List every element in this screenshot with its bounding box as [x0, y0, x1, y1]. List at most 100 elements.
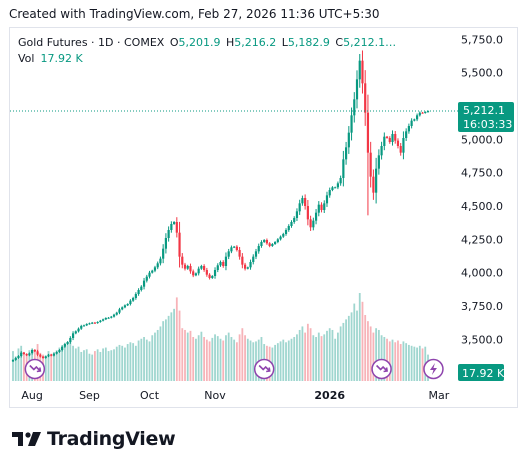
candle: [39, 353, 42, 358]
candle: [279, 235, 282, 241]
candle: [396, 138, 400, 149]
candle-body: [276, 239, 279, 242]
candle-body: [246, 267, 249, 269]
arrow-right-icon[interactable]: [253, 358, 275, 380]
candle-body: [372, 176, 375, 193]
volume-bar: [83, 350, 85, 381]
candle-body: [66, 342, 69, 344]
candle-body: [181, 256, 184, 265]
candle: [101, 318, 105, 322]
volume-bar: [298, 329, 301, 381]
volume-bar: [186, 332, 189, 381]
volume-bar: [118, 344, 121, 381]
candle-body: [369, 152, 372, 177]
candle-body: [148, 272, 151, 277]
candle: [205, 267, 208, 277]
candle: [17, 355, 20, 359]
volume-bar: [145, 339, 148, 381]
volume-bar: [331, 329, 334, 381]
volume-bar: [241, 328, 244, 381]
y-tick-label: 5,750.0: [461, 33, 503, 46]
candle-body: [162, 248, 165, 259]
candle: [405, 128, 408, 141]
candle-body: [74, 331, 77, 334]
volume-bar: [356, 310, 358, 381]
candle: [421, 111, 424, 114]
candle: [58, 349, 61, 353]
candle: [129, 299, 132, 306]
volume-bar: [399, 344, 402, 381]
candle-body: [388, 138, 391, 142]
candle: [263, 239, 266, 243]
volume-bar: [386, 338, 388, 381]
candle-body: [80, 326, 83, 329]
candle: [353, 92, 356, 123]
arrow-right-icon[interactable]: [371, 358, 392, 380]
candle-body: [424, 112, 427, 113]
y-tick-label: 5,000.0: [461, 133, 503, 146]
tradingview-logo[interactable]: TradingView: [11, 428, 176, 450]
candle: [175, 217, 178, 238]
candle: [20, 351, 23, 358]
candle-body: [197, 268, 200, 274]
bar-countdown: 16:03:33: [463, 118, 512, 131]
candle: [91, 321, 94, 325]
volume-bar: [91, 354, 94, 381]
candle: [399, 143, 402, 156]
volume-bar: [375, 328, 378, 381]
candle: [284, 228, 288, 236]
lightning-icon[interactable]: [423, 358, 444, 380]
candle: [80, 324, 83, 330]
arrow-right-icon[interactable]: [24, 358, 46, 380]
candle: [372, 169, 375, 200]
candle: [25, 353, 28, 357]
candle: [224, 252, 228, 271]
candle-body: [405, 131, 408, 138]
candle-body: [137, 290, 140, 294]
candle-body: [224, 256, 228, 266]
candle-body: [104, 318, 107, 320]
candle-body: [377, 155, 380, 169]
candle-body: [274, 242, 277, 244]
volume-bar: [20, 345, 23, 381]
symbol-title[interactable]: Gold Futures · 1D · COMEX: [18, 36, 165, 49]
volume-bar: [230, 337, 233, 381]
candle: [375, 157, 378, 204]
candle: [325, 191, 329, 207]
volume-bar: [211, 337, 214, 381]
volume-bar: [184, 329, 186, 381]
x-tick-label: Oct: [140, 389, 160, 402]
candle: [309, 215, 312, 231]
last-price-tag: [458, 102, 514, 133]
candle: [350, 107, 353, 141]
candle-body: [115, 312, 118, 315]
candle: [383, 132, 386, 151]
volume-tag-value: 17.92 K: [462, 367, 505, 380]
volume-bar: [69, 341, 72, 381]
candle-body: [112, 314, 116, 317]
candle: [358, 54, 361, 88]
volume-bar: [113, 349, 115, 381]
candle: [388, 136, 391, 144]
candle-body: [110, 316, 113, 318]
candle: [112, 313, 116, 318]
price-candles: [11, 50, 430, 363]
candle: [323, 200, 326, 213]
candle-body: [36, 351, 39, 355]
candle: [22, 351, 26, 355]
high-label: H: [226, 36, 235, 49]
candle-body: [39, 354, 42, 357]
candle: [271, 243, 274, 247]
volume-bar: [126, 344, 129, 381]
candle: [418, 111, 421, 117]
chart-pane[interactable]: [9, 27, 518, 408]
volume-bar: [63, 345, 66, 381]
volume-bar: [140, 338, 143, 381]
volume-label: Vol: [18, 52, 35, 65]
volume-bar: [192, 337, 195, 381]
x-tick-label: Aug: [21, 389, 42, 402]
volume-bar: [339, 326, 342, 381]
volume-bar: [214, 334, 216, 381]
candle: [31, 348, 34, 355]
